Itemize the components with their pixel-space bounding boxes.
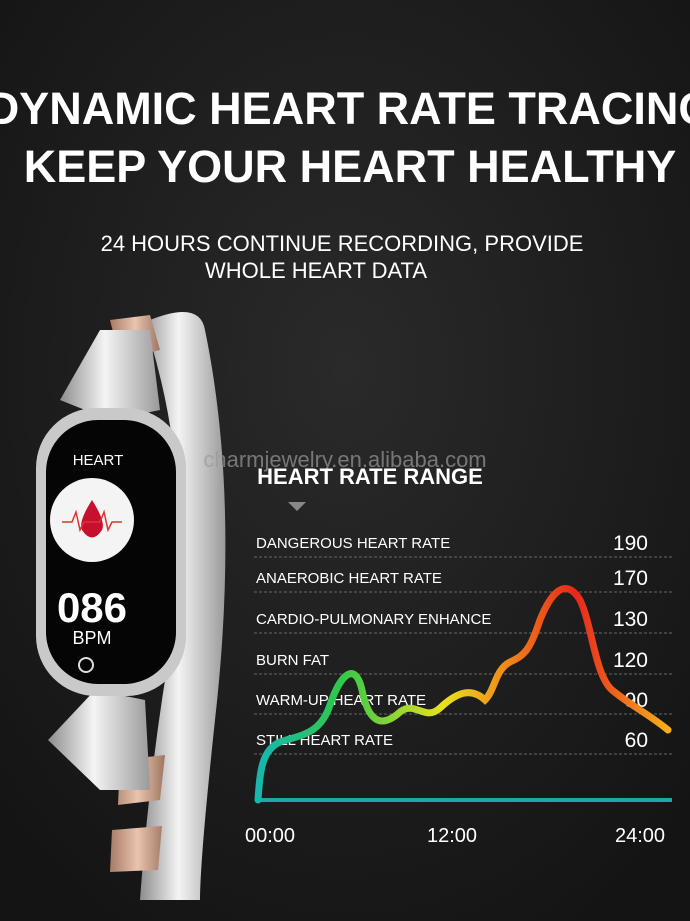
heart-rate-curve — [254, 585, 672, 804]
zones: DANGEROUS HEART RATE 190 ANAEROBIC HEART R… — [254, 532, 672, 755]
zone-value: 120 — [613, 649, 648, 672]
zone-label: DANGEROUS HEART RATE — [256, 535, 450, 552]
zone-label: ANAEROBIC HEART RATE — [256, 570, 442, 587]
subtitle: WHOLE HEART DATA — [205, 258, 427, 283]
pulse-icon — [62, 509, 122, 533]
time-label: 12:00 — [427, 825, 477, 847]
bracelet: HEART 086 BPM — [36, 312, 226, 900]
time-axis: 00:00 12:00 24:00 — [245, 825, 665, 847]
pointer — [288, 502, 306, 511]
lug — [60, 330, 160, 420]
zone-value: 190 — [613, 532, 648, 555]
zone-value: 130 — [613, 608, 648, 631]
zone-label: CARDIO-PULMONARY ENHANCE — [256, 611, 491, 628]
lug — [48, 690, 150, 790]
screen-label: HEART — [73, 452, 124, 469]
unit: BPM — [72, 628, 111, 648]
zone-value: 60 — [625, 729, 648, 752]
zone-value: 170 — [613, 567, 648, 590]
reading: 086 — [57, 584, 127, 631]
headline: DYNAMIC HEART RATE TRACING — [0, 83, 690, 134]
headline: KEEP YOUR HEART HEALTHY — [24, 141, 677, 192]
time-label: 00:00 — [245, 825, 295, 847]
button — [78, 657, 94, 673]
subtitle: 24 HOURS CONTINUE RECORDING, PROVIDE — [101, 231, 584, 256]
zone-label: WARM-UP HEART RATE — [256, 692, 426, 709]
zone-label: BURN FAT — [256, 652, 329, 669]
blood-drop — [81, 500, 103, 538]
watermark: charmjewelry.en.alibaba.com — [203, 447, 486, 472]
panel-title: HEART RATE RANGE — [257, 464, 483, 489]
time-label: 24:00 — [615, 825, 665, 847]
